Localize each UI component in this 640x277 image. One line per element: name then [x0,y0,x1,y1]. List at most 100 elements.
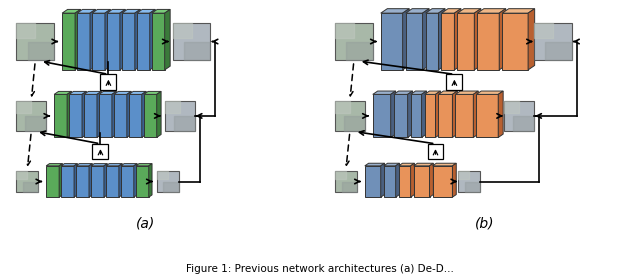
Polygon shape [107,13,120,70]
Polygon shape [381,13,403,70]
Polygon shape [152,9,170,13]
Polygon shape [433,163,456,166]
Polygon shape [89,164,92,197]
Polygon shape [477,9,506,13]
Polygon shape [372,91,396,94]
Polygon shape [422,9,429,70]
Polygon shape [119,164,122,197]
Polygon shape [107,9,125,13]
Polygon shape [396,163,399,197]
Polygon shape [413,163,433,166]
FancyBboxPatch shape [164,101,195,130]
Polygon shape [99,94,112,137]
Polygon shape [426,13,438,70]
Polygon shape [502,9,534,13]
Polygon shape [476,91,503,94]
Polygon shape [59,164,63,197]
Polygon shape [381,163,385,197]
Polygon shape [394,94,408,137]
Polygon shape [438,94,452,137]
Polygon shape [384,163,399,166]
Polygon shape [502,13,528,70]
Polygon shape [135,9,140,70]
FancyBboxPatch shape [17,101,46,130]
Polygon shape [129,94,142,137]
FancyBboxPatch shape [534,23,572,60]
Polygon shape [148,164,152,197]
Polygon shape [454,9,461,70]
Polygon shape [422,91,426,137]
Polygon shape [442,9,461,13]
Bar [93,144,108,160]
Text: (b): (b) [474,217,494,231]
Polygon shape [77,9,95,13]
Polygon shape [499,9,506,70]
Polygon shape [62,13,75,70]
Bar [100,74,116,90]
Polygon shape [458,9,481,13]
Polygon shape [54,94,67,137]
FancyBboxPatch shape [157,171,179,192]
Polygon shape [144,91,161,94]
FancyBboxPatch shape [504,101,534,130]
Polygon shape [528,9,534,70]
Polygon shape [92,13,105,70]
Polygon shape [69,94,82,137]
Polygon shape [474,9,481,70]
Polygon shape [84,94,97,137]
Polygon shape [438,9,445,70]
Polygon shape [365,166,381,197]
Polygon shape [137,9,156,13]
Polygon shape [498,91,503,137]
Polygon shape [164,9,170,70]
Bar [428,144,444,160]
Polygon shape [477,13,499,70]
Polygon shape [411,163,415,197]
Polygon shape [92,9,111,13]
Polygon shape [424,91,440,94]
FancyBboxPatch shape [17,171,38,192]
Polygon shape [84,91,101,94]
FancyBboxPatch shape [173,23,211,60]
Polygon shape [74,164,77,197]
Polygon shape [413,166,429,197]
Polygon shape [144,94,157,137]
Polygon shape [381,9,409,13]
Polygon shape [129,91,146,94]
Polygon shape [157,91,161,137]
Polygon shape [403,9,409,70]
Polygon shape [365,163,385,166]
Polygon shape [474,91,478,137]
Polygon shape [390,91,396,137]
Polygon shape [112,91,116,137]
Polygon shape [384,166,396,197]
Polygon shape [99,91,116,94]
Polygon shape [105,9,111,70]
Polygon shape [452,163,456,197]
Polygon shape [456,94,474,137]
Polygon shape [456,91,478,94]
Polygon shape [134,164,137,197]
Polygon shape [411,91,426,94]
Polygon shape [67,91,72,137]
Polygon shape [426,9,445,13]
Polygon shape [106,164,122,166]
Polygon shape [411,94,422,137]
Polygon shape [399,166,411,197]
Polygon shape [406,13,422,70]
Polygon shape [394,91,413,94]
Polygon shape [121,166,134,197]
Polygon shape [429,163,433,197]
Polygon shape [433,166,452,197]
FancyBboxPatch shape [335,23,372,60]
Polygon shape [137,13,150,70]
Polygon shape [152,13,164,70]
FancyBboxPatch shape [335,171,357,192]
FancyBboxPatch shape [458,171,480,192]
Polygon shape [372,94,390,137]
Bar [447,74,462,90]
Text: Figure 1: Previous network architectures (a) De-D...: Figure 1: Previous network architectures… [186,264,454,274]
Polygon shape [91,166,104,197]
Polygon shape [408,91,413,137]
Polygon shape [77,13,90,70]
